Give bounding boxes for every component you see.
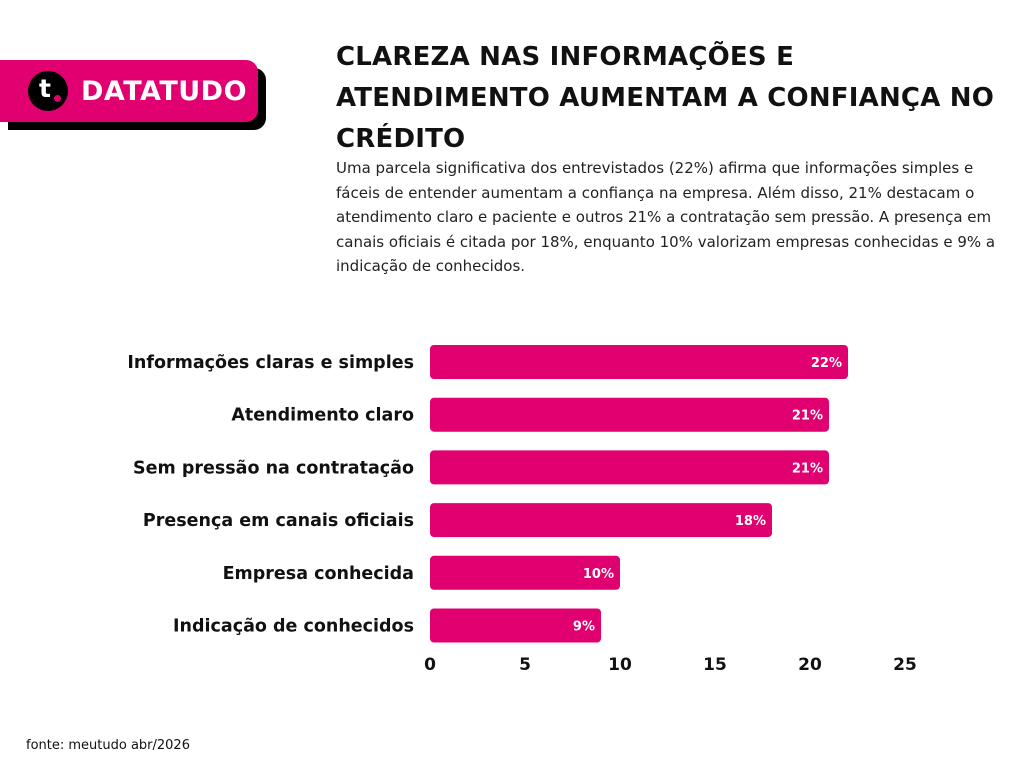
bar-chart: Informações claras e simples Atendimento … [127,345,917,675]
brand-name: DATATUDO [81,75,248,107]
x-tick-label: 10 [608,655,632,675]
category-label: Indicação de conhecidos [173,617,414,637]
category-label: Empresa conhecida [223,564,414,584]
x-tick-label: 15 [703,655,727,675]
x-tick-label: 0 [424,655,436,675]
category-label: Presença em canais oficiais [143,511,414,531]
bar [430,345,848,379]
bar [430,555,620,590]
value-label: 10% [583,567,614,582]
bar [430,397,829,432]
source-note: fonte: meutudo abr/2026 [26,738,190,753]
category-label: Sem pressão na contratação [133,458,414,478]
brand-logo-icon: t [28,71,68,111]
brand-logo-dot [54,95,61,102]
value-label: 18% [735,514,766,529]
page-title: CLAREZA NAS INFORMAÇÕES E ATENDIMENTO AU… [336,42,995,154]
category-label: Informações claras e simples [127,353,414,373]
category-labels: Informações claras e simples Atendimento … [127,353,414,637]
bar [430,450,829,485]
x-tick-label: 25 [893,655,917,675]
value-label: 21% [792,461,823,476]
value-label: 9% [573,620,595,635]
bar [430,608,601,643]
brand-logo-letter: t [39,74,51,103]
brand-logo: t DATATUDO [0,60,258,122]
value-labels: 22% 21% 21% 18% 10% 9% [573,356,842,635]
bars-layer [430,345,848,643]
value-label: 21% [792,409,823,424]
page-subtitle: Uma parcela significativa dos entrevista… [336,159,996,275]
bar [430,503,772,538]
x-axis-ticks: 0 5 10 15 20 25 [424,655,917,675]
x-tick-label: 5 [519,655,531,675]
x-tick-label: 20 [798,655,822,675]
brand-badge: t DATATUDO [0,60,268,130]
category-label: Atendimento claro [231,406,414,426]
value-label: 22% [811,356,842,371]
